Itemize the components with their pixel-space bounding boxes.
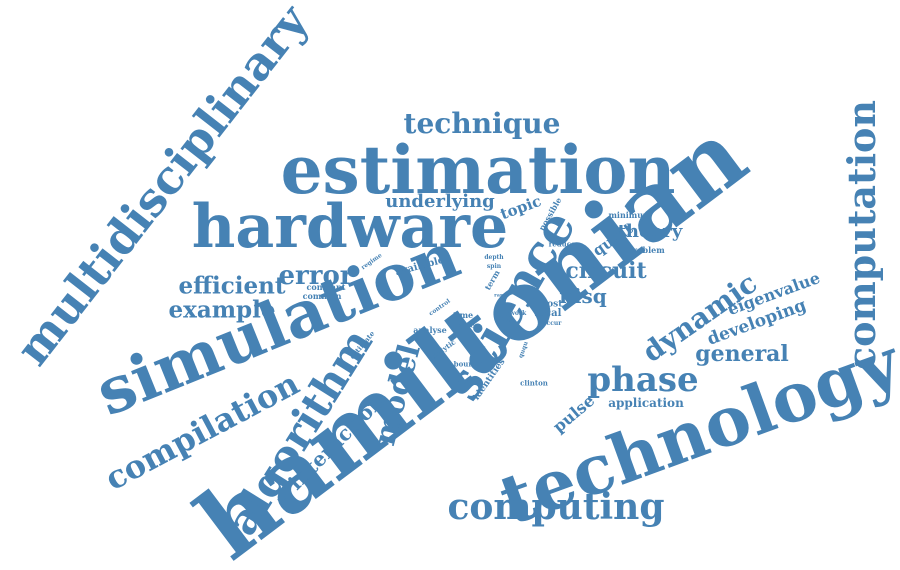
word-spin: spin [486,263,502,270]
word-problem: problem [627,245,665,255]
word-underlying: underlying [385,191,495,212]
word-computation: computation [839,99,884,371]
word-efficient: efficient [178,272,286,300]
word-work: work [509,310,527,317]
word-gate: gate [457,320,475,330]
word-hardware: hardware [191,192,509,262]
word-application: application [608,396,684,410]
word-technique: technique [403,107,561,140]
word-theory: theory [617,221,683,242]
word-time: time [452,310,474,320]
word-rare: rare [494,292,506,299]
word-most: most [537,299,563,310]
word-minimum: minimum [608,210,652,220]
word-clinton: clinton [520,378,548,388]
word-example: example [168,296,276,324]
word-error: error [278,261,354,291]
word-phase: phase [587,360,699,400]
word-estimation: estimation [280,131,676,209]
word-qaoa: qaoa [501,302,515,309]
word-computing: computing [447,486,665,528]
word-bound: bound [453,359,479,369]
word-analyse: analyse [413,325,447,335]
word-circuit: circuit [565,258,647,284]
word-reduce: reduce [548,239,576,249]
word-level: level [499,318,513,325]
word-constant: constant [306,282,346,292]
word-occur: occur [542,320,562,327]
word-nisq: nisq [559,284,607,308]
word-general: general [695,341,789,367]
word-local: local [534,308,562,319]
word-commun: commun [302,291,342,301]
word-depth: depth [484,254,504,261]
